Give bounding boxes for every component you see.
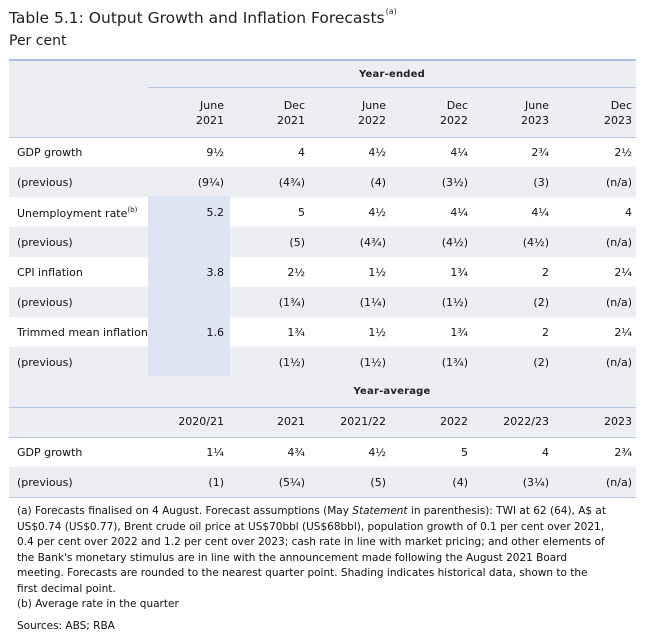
row-divider [148, 87, 636, 88]
historical-data-shading [148, 196, 230, 376]
row-divider [9, 137, 636, 138]
table-cell: 2¾ [532, 446, 632, 459]
row-label: (previous) [17, 296, 73, 309]
table-subtitle: Per cent [9, 33, 66, 49]
row-label: Unemployment rate(b) [17, 206, 137, 220]
section-heading-year-ended: Year-ended [148, 69, 636, 80]
row-label: (previous) [17, 176, 73, 189]
table-cell: (n/a) [532, 356, 632, 369]
row-divider [9, 497, 636, 498]
row-divider [9, 407, 636, 408]
table-cell: (n/a) [532, 476, 632, 489]
row-label: GDP growth [17, 446, 82, 459]
table-cell: 2¼ [532, 266, 632, 279]
row-label-text: (previous) [17, 236, 73, 249]
column-header-period: Dec [532, 98, 632, 113]
row-label-text: GDP growth [17, 146, 82, 159]
row-label: CPI inflation [17, 266, 83, 279]
row-label: (previous) [17, 356, 73, 369]
table-cell: (n/a) [532, 296, 632, 309]
table-cell: (n/a) [532, 236, 632, 249]
section-heading-year-average: Year-average [148, 386, 636, 397]
row-divider [9, 437, 636, 438]
footnote-b: (b) Average rate in the quarter [17, 597, 607, 613]
table-cell: 2¼ [532, 326, 632, 339]
table-title: Table 5.1: Output Growth and Inflation F… [9, 7, 397, 27]
table-cell: 2½ [532, 146, 632, 159]
column-header: 2023 [532, 414, 632, 429]
title-footnote-marker: (a) [386, 7, 397, 16]
table-notes: (a) Forecasts finalised on 4 August. For… [17, 504, 607, 634]
row-label: (previous) [17, 236, 73, 249]
row-label: GDP growth [17, 146, 82, 159]
row-label-text: (previous) [17, 356, 73, 369]
sources-note: Sources: ABS; RBA [17, 619, 607, 634]
footnote-a: (a) Forecasts finalised on 4 August. For… [17, 504, 607, 597]
row-label-text: CPI inflation [17, 266, 83, 279]
row-label-text: (previous) [17, 296, 73, 309]
table-cell: (n/a) [532, 176, 632, 189]
table-cell: 4 [532, 206, 632, 219]
row-label-text: Unemployment rate [17, 207, 127, 220]
column-header-year: 2023 [532, 113, 632, 128]
row-label-text: (previous) [17, 176, 73, 189]
row-label: (previous) [17, 476, 73, 489]
